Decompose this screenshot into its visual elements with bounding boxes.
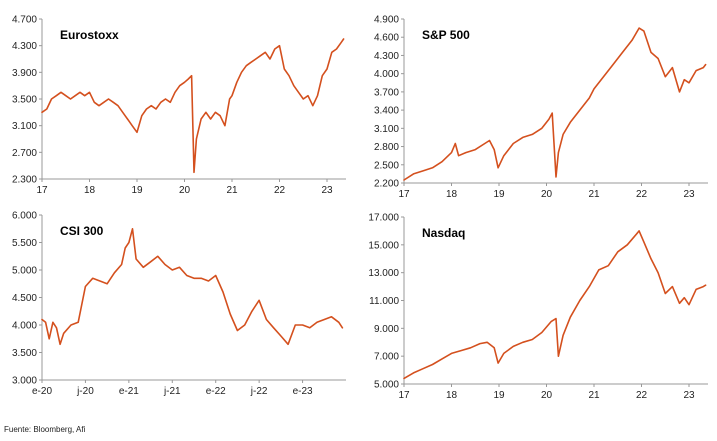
sp500-x-tick-label: 19 [493, 189, 505, 200]
nasdaq-x-tick-label: 20 [541, 390, 553, 401]
source-note: Fuente: Bloomberg, Afi [4, 425, 86, 434]
sp500-x-tick-label: 22 [636, 189, 648, 200]
csi300-x-tick-label: j-22 [250, 386, 268, 397]
csi300-x-tick-label: j-21 [163, 386, 181, 397]
nasdaq-x-tick-label: 22 [636, 390, 648, 401]
nasdaq-y-tick-label: 13.000 [368, 268, 399, 279]
sp500-x-tick-label: 23 [683, 189, 695, 200]
sp500-x-tick-label: 21 [588, 189, 600, 200]
csi300-x-tick-label: e-22 [206, 386, 226, 397]
eurostoxx-x-tick-label: 20 [179, 185, 191, 196]
csi300-x-tick-label: e-20 [32, 386, 52, 397]
csi300-y-tick-label: 4.500 [12, 293, 37, 304]
eurostoxx-y-tick-label: 2.700 [12, 148, 37, 159]
nasdaq-y-tick-label: 7.000 [374, 352, 399, 363]
sp500-y-tick-label: 2.500 [374, 160, 399, 171]
csi300-y-tick-label: 4.000 [12, 321, 37, 332]
csi300-x-tick-label: e-23 [293, 386, 313, 397]
sp500-y-tick-label: 3.700 [374, 87, 399, 98]
eurostoxx-y-tick-label: 3.900 [12, 68, 37, 79]
eurostoxx-x-tick-label: 23 [321, 185, 333, 196]
sp500-x-tick-label: 17 [398, 189, 410, 200]
csi300-series-line [41, 228, 344, 346]
sp500-y-tick-label: 2.800 [374, 142, 399, 153]
csi300-y-tick-label: 3.000 [12, 376, 37, 387]
eurostoxx-series-line [41, 38, 345, 174]
sp500-y-tick-label: 4.300 [374, 51, 399, 62]
nasdaq-y-tick-label: 15.000 [368, 240, 399, 251]
csi300-chart-title: CSI 300 [60, 224, 104, 238]
eurostoxx-x-tick-label: 18 [84, 185, 96, 196]
sp500-y-tick-label: 4.600 [374, 33, 399, 44]
eurostoxx-y-tick-label: 3.500 [12, 95, 37, 106]
eurostoxx-x-tick-label: 17 [36, 185, 48, 196]
sp500-y-tick-label: 4.900 [374, 15, 399, 26]
sp500-x-tick-label: 20 [541, 189, 553, 200]
sp500-y-tick-label: 3.100 [374, 124, 399, 135]
eurostoxx-chart-title: Eurostoxx [60, 28, 119, 42]
sp500-y-tick-label: 2.200 [374, 179, 399, 190]
eurostoxx-y-tick-label: 4.300 [12, 41, 37, 52]
eurostoxx-y-tick-label: 4.700 [12, 15, 37, 26]
eurostoxx-y-tick-label: 2.300 [12, 175, 37, 186]
csi300-y-tick-label: 5.500 [12, 238, 37, 249]
sp500-chart-title: S&P 500 [422, 28, 470, 42]
eurostoxx-x-tick-label: 21 [226, 185, 238, 196]
nasdaq-x-tick-label: 17 [398, 390, 410, 401]
nasdaq-x-tick-label: 19 [493, 390, 505, 401]
csi300-x-tick-label: e-21 [119, 386, 139, 397]
nasdaq-y-tick-label: 11.000 [369, 296, 399, 307]
csi300-y-tick-label: 5.000 [12, 266, 37, 277]
csi300-y-tick-label: 3.500 [12, 348, 37, 359]
eurostoxx-y-tick-label: 3.100 [12, 121, 37, 132]
nasdaq-series-line [403, 230, 707, 380]
eurostoxx-x-tick-label: 22 [274, 185, 286, 196]
nasdaq-y-tick-label: 5.000 [374, 380, 399, 391]
nasdaq-x-tick-label: 18 [446, 390, 458, 401]
eurostoxx-x-tick-label: 19 [131, 185, 143, 196]
nasdaq-chart-title: Nasdaq [422, 226, 465, 240]
nasdaq-y-tick-label: 17.000 [368, 213, 399, 224]
nasdaq-x-tick-label: 23 [683, 390, 695, 401]
nasdaq-y-tick-label: 9.000 [374, 324, 399, 335]
nasdaq-x-tick-label: 21 [588, 390, 600, 401]
csi300-x-tick-label: j-20 [76, 386, 94, 397]
sp500-series-line [403, 27, 707, 181]
sp500-x-tick-label: 18 [446, 189, 458, 200]
sp500-y-tick-label: 4.000 [374, 69, 399, 80]
csi300-y-tick-label: 6.000 [12, 211, 37, 222]
sp500-y-tick-label: 3.400 [374, 106, 399, 117]
